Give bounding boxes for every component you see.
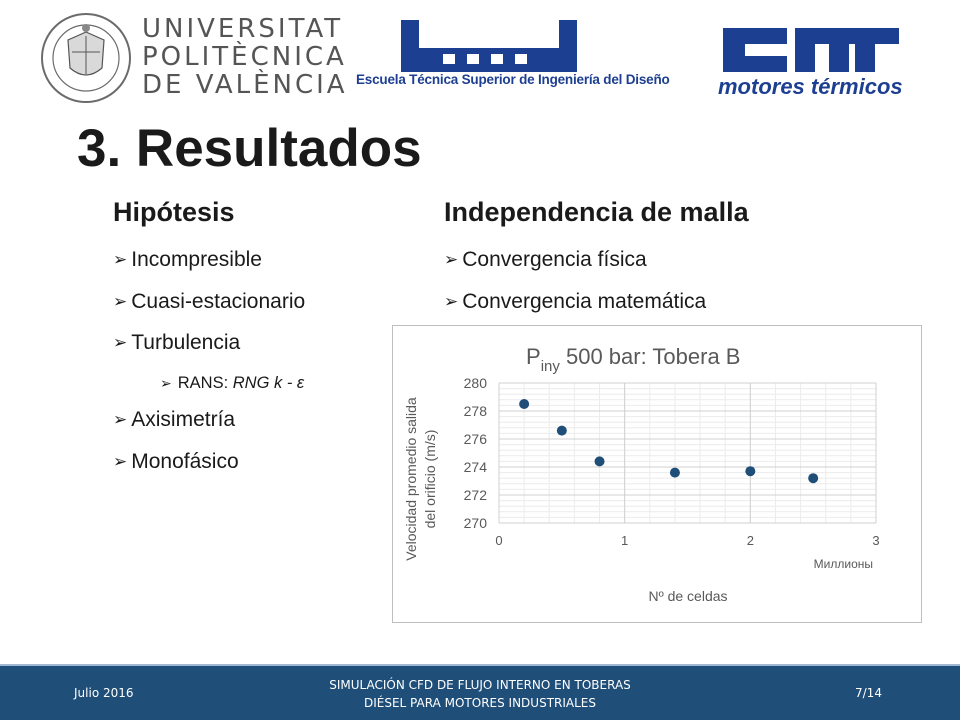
arrow-bullet-icon: ➢ <box>113 250 128 269</box>
chart-y-tick-label: 280 <box>464 375 488 391</box>
chart-y-tick-label: 274 <box>464 459 488 475</box>
chart-title-main: P <box>526 344 541 369</box>
hypothesis-item-label: Cuasi-estacionario <box>131 290 306 313</box>
chart-x-tick-label: 3 <box>872 533 879 548</box>
school-name: Escuela Técnica Superior de Ingeniería d… <box>356 72 670 87</box>
footer-divider <box>0 664 960 666</box>
mesh-item: ➢ Convergencia física <box>444 248 647 272</box>
chart-data-point <box>745 466 756 477</box>
chart-data-point <box>808 473 819 484</box>
footer-title-line-1: SIMULACIÓN CFD DE FLUJO INTERNO EN TOBER… <box>329 678 631 692</box>
mesh-item: ➢ Convergencia matemática <box>444 290 706 314</box>
chart-x-tick-label: 2 <box>747 533 754 548</box>
footer-date: Julio 2016 <box>74 686 134 700</box>
chart-data-point <box>669 467 680 478</box>
chart-gridlines <box>498 382 877 524</box>
chart-x-axis-label: Nº de celdas <box>648 588 727 604</box>
hypothesis-item: ➢ Monofásico <box>113 450 239 474</box>
hypothesis-item: ➢ Cuasi-estacionario <box>113 290 305 314</box>
chart-tick-labels: 270 272 274 276 278 280 0 1 2 3 <box>464 375 880 548</box>
footer-presentation-title: SIMULACIÓN CFD DE FLUJO INTERNO EN TOBER… <box>270 676 690 712</box>
scatter-chart: Piny 500 bar: Tobera B 270 272 274 276 278 28… <box>403 344 880 604</box>
hypothesis-heading: Hipótesis <box>113 197 235 227</box>
chart-y-tick-label: 272 <box>464 487 488 503</box>
university-name-line-2: POLITÈCNICA <box>142 42 347 72</box>
hypothesis-item: ➢ Incompresible <box>113 248 262 272</box>
slide-title: 3. Resultados <box>77 119 422 178</box>
cmt-caption: motores térmicos <box>718 74 903 99</box>
chart-data-point <box>594 456 605 467</box>
turbulence-model-prefix: RANS: <box>177 374 233 392</box>
mesh-item-label: Convergencia matemática <box>462 290 707 313</box>
hypothesis-item: ➢ Turbulencia <box>113 331 240 355</box>
hypothesis-item-label: Axisimetría <box>131 408 236 431</box>
chart-y-tick-label: 278 <box>464 403 488 419</box>
footer-bar <box>0 664 960 720</box>
arrow-bullet-icon: ➢ <box>160 375 172 391</box>
arrow-bullet-icon: ➢ <box>113 410 128 429</box>
arrow-bullet-icon: ➢ <box>444 250 459 269</box>
hypothesis-item-label: Incompresible <box>131 248 262 271</box>
chart-container: Piny 500 bar: Tobera B 270 272 274 276 278 28… <box>392 325 922 623</box>
chart-title-subscript: iny <box>541 358 561 375</box>
footer-title-line-2: DIÉSEL PARA MOTORES INDUSTRIALES <box>364 696 596 710</box>
mesh-independence-heading: Independencia de malla <box>444 197 749 227</box>
chart-y-tick-label: 276 <box>464 431 488 447</box>
university-name-line-3: DE VALÈNCIA <box>142 70 348 100</box>
chart-y-axis-label-line-1: Velocidad promedio salida <box>403 397 419 561</box>
chart-x-tick-label: 1 <box>621 533 628 548</box>
hypothesis-item: ➢ Axisimetría <box>113 408 235 432</box>
arrow-bullet-icon: ➢ <box>113 333 128 352</box>
arrow-bullet-icon: ➢ <box>113 292 128 311</box>
chart-x-unit-label: Миллионы <box>814 557 873 571</box>
chart-x-tick-label: 0 <box>495 533 502 548</box>
mesh-item-label: Convergencia física <box>462 248 647 271</box>
university-name-line-1: UNIVERSITAT <box>142 14 344 44</box>
cmt-logo <box>723 28 899 72</box>
upv-seal-logo <box>41 13 131 103</box>
arrow-bullet-icon: ➢ <box>113 452 128 471</box>
etsid-logo <box>401 20 577 72</box>
turbulence-model-item: ➢ RANS: RNG k - ε <box>160 374 304 393</box>
footer-page-number: 7/14 <box>855 686 882 700</box>
chart-points <box>519 399 819 484</box>
chart-title-rest: 500 bar: Tobera B <box>560 344 741 369</box>
hypothesis-item-label: Turbulencia <box>131 331 241 354</box>
chart-title: Piny 500 bar: Tobera B <box>526 344 740 375</box>
chart-y-tick-label: 270 <box>464 515 488 531</box>
chart-data-point <box>556 425 567 436</box>
arrow-bullet-icon: ➢ <box>444 292 459 311</box>
hypothesis-item-label: Monofásico <box>131 450 239 473</box>
chart-data-point <box>519 399 530 409</box>
chart-y-axis-label-line-2: del orificio (m/s) <box>422 430 438 529</box>
turbulence-model-name: RNG k - ε <box>232 374 305 392</box>
